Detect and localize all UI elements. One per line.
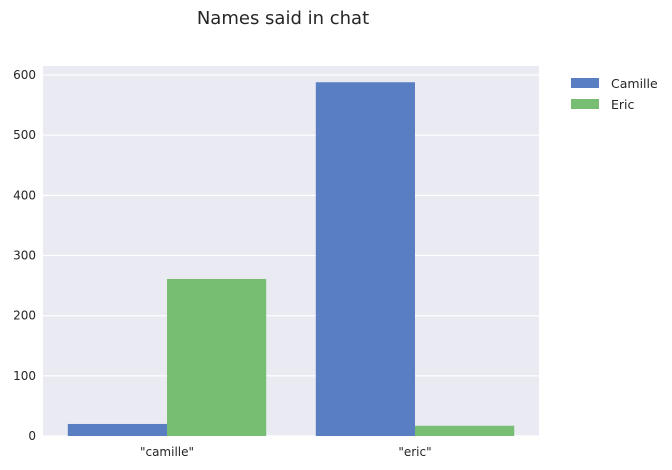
y-tick-label: 400 [13,188,36,202]
x-tick-label: "eric" [398,445,431,459]
legend: Camille Eric [571,76,658,112]
x-tick-label: "camille" [140,445,194,459]
legend-label: Eric [611,97,635,112]
chart-title: Names said in chat [197,8,369,29]
legend-label: Camille [611,76,658,91]
plot-area [43,66,539,436]
x-axis-ticks: "camille" "eric" [140,445,432,459]
bar [315,82,415,437]
y-tick-label: 100 [13,369,36,383]
bars [67,82,515,437]
legend-swatch [571,78,599,88]
bar [167,278,267,436]
y-tick-label: 200 [13,309,36,323]
bar [67,423,167,436]
bar [415,425,515,436]
gridlines [43,74,539,437]
y-tick-label: 0 [28,429,36,443]
y-axis-ticks: 0 100 200 300 400 500 600 [13,68,36,443]
y-tick-label: 300 [13,249,36,263]
y-tick-label: 600 [13,68,36,82]
y-tick-label: 500 [13,128,36,142]
legend-swatch [571,99,599,109]
